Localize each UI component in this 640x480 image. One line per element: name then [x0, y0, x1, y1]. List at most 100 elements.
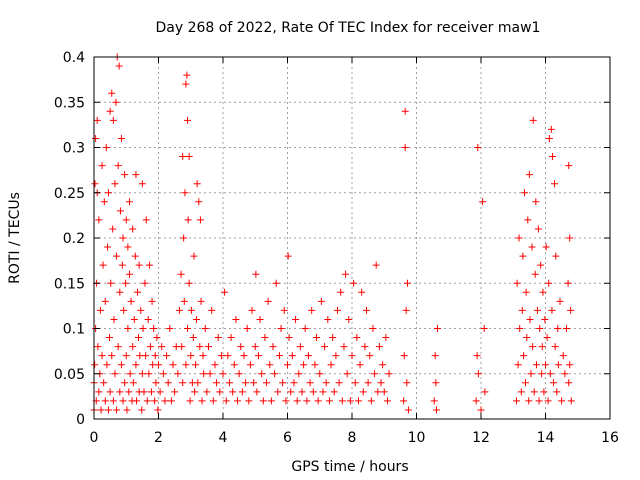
- data-point: [301, 325, 309, 332]
- data-point: [110, 315, 118, 323]
- data-point: [400, 397, 408, 405]
- data-point: [403, 279, 411, 287]
- data-point: [179, 153, 187, 161]
- data-point: [114, 343, 122, 351]
- data-point: [183, 71, 191, 79]
- data-point: [129, 379, 137, 387]
- data-point: [229, 388, 237, 396]
- data-point: [304, 352, 312, 360]
- data-point: [522, 379, 530, 387]
- x-axis-label: GPS time / hours: [291, 459, 408, 475]
- data-point: [175, 306, 183, 314]
- data-point: [567, 397, 575, 405]
- data-point: [516, 325, 524, 332]
- data-point: [541, 315, 549, 323]
- data-point: [303, 397, 311, 405]
- data-point: [287, 388, 295, 396]
- data-point: [274, 388, 282, 396]
- data-point: [285, 334, 293, 342]
- data-point: [135, 334, 143, 342]
- data-point: [564, 279, 572, 287]
- data-point: [119, 234, 127, 242]
- data-point: [554, 325, 562, 332]
- data-point: [100, 198, 108, 206]
- data-point: [234, 397, 242, 405]
- data-point: [159, 370, 167, 378]
- data-point: [167, 397, 175, 405]
- data-point: [134, 288, 142, 296]
- x-tick-label: 8: [348, 430, 357, 446]
- data-point: [171, 388, 179, 396]
- data-point: [530, 388, 538, 396]
- data-point: [203, 388, 211, 396]
- data-point: [284, 361, 291, 369]
- data-point: [556, 297, 564, 305]
- data-point: [122, 216, 130, 224]
- y-tick-label: 0.1: [63, 322, 85, 338]
- data-point: [259, 397, 267, 405]
- x-tick-label: 0: [90, 430, 99, 446]
- data-point: [187, 306, 195, 314]
- data-point: [545, 279, 553, 287]
- data-point: [161, 397, 169, 405]
- data-point: [293, 397, 301, 405]
- data-point: [106, 388, 114, 396]
- y-tick-label: 0.05: [54, 367, 85, 383]
- data-point: [264, 297, 272, 305]
- data-point: [95, 216, 103, 224]
- data-point: [358, 288, 366, 296]
- data-point: [309, 388, 317, 396]
- data-point: [343, 370, 351, 378]
- data-point: [472, 397, 480, 405]
- data-point: [225, 379, 233, 387]
- data-point: [321, 343, 329, 351]
- x-tick-label: 16: [601, 430, 619, 446]
- data-point: [525, 171, 533, 179]
- data-point: [214, 334, 222, 342]
- data-point: [313, 334, 321, 342]
- data-point: [550, 379, 558, 387]
- data-point: [100, 379, 108, 387]
- x-tick-label: 14: [537, 430, 555, 446]
- data-point: [199, 352, 207, 360]
- data-point: [192, 361, 200, 369]
- data-point: [400, 352, 408, 360]
- data-point: [514, 361, 522, 369]
- data-point: [197, 297, 205, 305]
- data-point: [105, 406, 113, 414]
- data-point: [543, 334, 551, 342]
- data-point: [144, 315, 152, 323]
- data-point: [364, 379, 372, 387]
- data-point: [354, 397, 362, 405]
- data-point: [169, 361, 177, 369]
- data-point: [521, 189, 529, 197]
- data-point: [375, 343, 383, 351]
- data-point: [103, 361, 111, 369]
- data-point: [240, 352, 248, 360]
- data-point: [513, 279, 521, 287]
- data-point: [201, 325, 209, 332]
- data-point: [567, 306, 575, 314]
- data-point: [182, 80, 190, 88]
- data-point: [124, 325, 132, 332]
- data-point: [565, 162, 573, 170]
- data-point: [306, 379, 314, 387]
- data-point: [154, 406, 162, 414]
- data-point: [480, 325, 488, 332]
- data-point: [540, 388, 548, 396]
- data-point: [311, 361, 319, 369]
- data-point: [92, 134, 100, 142]
- data-point: [148, 297, 156, 305]
- data-point: [121, 379, 129, 387]
- data-point: [403, 379, 411, 387]
- data-point: [526, 315, 534, 323]
- data-point: [380, 388, 388, 396]
- data-point: [113, 252, 121, 260]
- data-point: [181, 189, 189, 197]
- data-point: [532, 198, 540, 206]
- data-point: [238, 388, 246, 396]
- data-point: [193, 180, 201, 188]
- data-point: [332, 352, 340, 360]
- data-point: [135, 261, 143, 269]
- data-point: [109, 225, 117, 233]
